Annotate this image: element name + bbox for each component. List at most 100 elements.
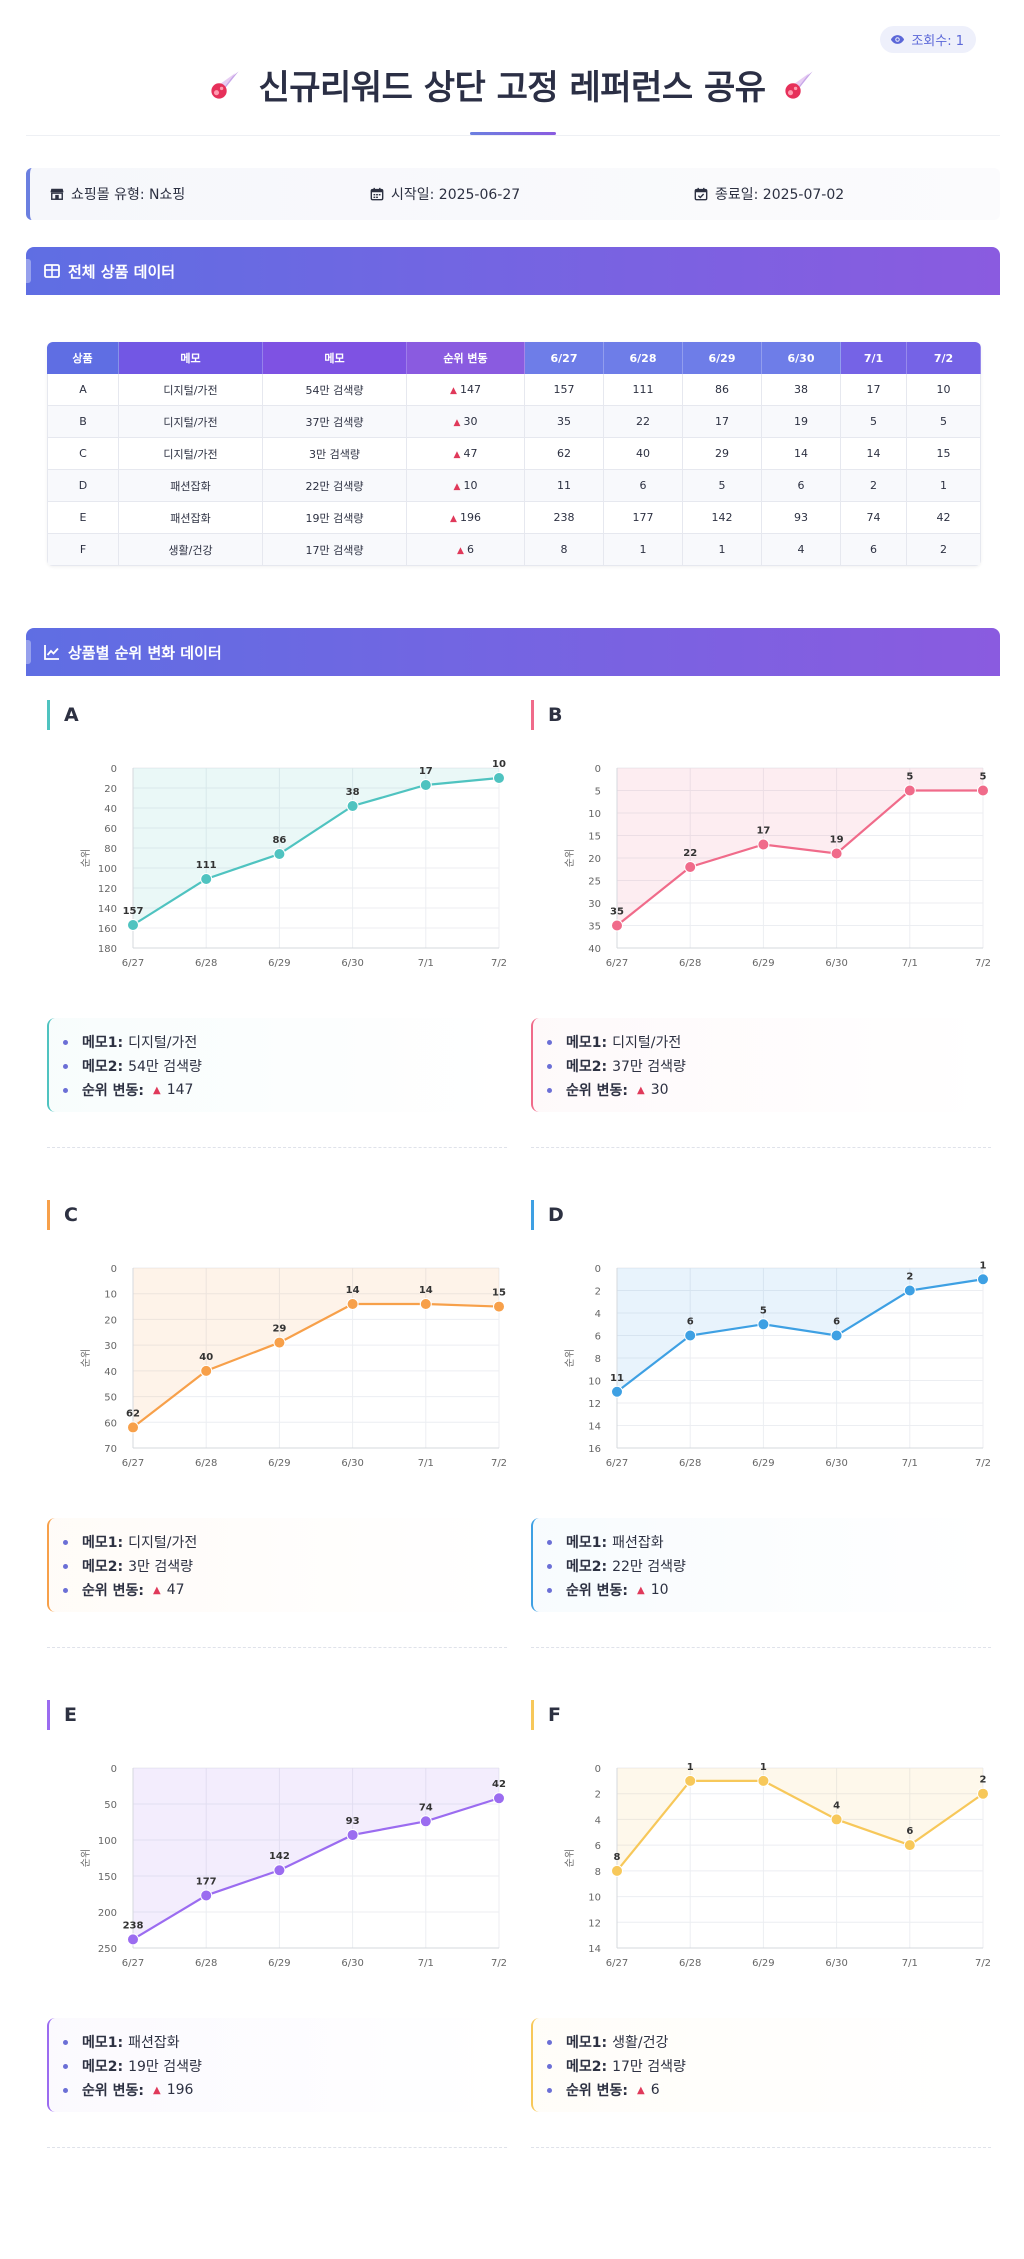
data-point [493, 1792, 505, 1805]
rank-line-chart: 0 50 100 150 200 250 6/27 6/28 6/29 6/30 7/1 7/2 순위 2… [79, 1764, 507, 1969]
data-label: 6 [906, 1826, 913, 1837]
y-tick-label: 35 [588, 922, 601, 933]
table-header-cell: 6/28 [604, 342, 683, 374]
bullet-dot [547, 1539, 552, 1545]
rank-change-cell: ▲ 10 [407, 470, 525, 502]
data-label: 111 [196, 860, 217, 871]
memo-key: 메모2: [82, 1559, 124, 1575]
memo-key: 메모1: [566, 2035, 608, 2051]
table-cell: 37만 검색량 [263, 406, 407, 438]
table-cell: 4 [762, 534, 841, 566]
table-header-cell: 순위 변동 [407, 342, 525, 374]
y-tick-label: 10 [588, 1377, 601, 1388]
data-point [684, 1329, 697, 1342]
memo-box: 메모1: 디지털/가전 메모2: 54만 검색량 순위 변동: ▲ 147 [47, 1018, 507, 1112]
data-point [200, 1364, 213, 1377]
table-cell: D [47, 470, 119, 502]
data-point [493, 772, 505, 784]
data-label: 14 [419, 1285, 433, 1296]
x-tick-label: 6/27 [122, 958, 144, 969]
memo1-line: 메모1: 디지털/가전 [63, 1030, 507, 1054]
data-label: 35 [610, 907, 624, 918]
y-tick-label: 6 [595, 1332, 601, 1343]
bullet-dot [63, 1563, 68, 1569]
data-point [493, 1300, 505, 1313]
chart-title: F [531, 1700, 561, 1730]
data-label: 5 [906, 772, 913, 783]
memo-key: 순위 변동: [82, 1583, 144, 1599]
chart-title: D [531, 1200, 564, 1230]
table-row: B 디지털/가전 37만 검색량 ▲ 30 35 22 17 19 5 5 [47, 406, 981, 438]
start-date: 시작일: 2025-06-27 [370, 184, 520, 204]
x-tick-label: 6/27 [122, 1958, 144, 1969]
table-cell: 3만 검색량 [263, 438, 407, 470]
data-label: 142 [269, 1851, 290, 1862]
table-header-cell: 메모 [263, 342, 407, 374]
y-tick-label: 250 [98, 1944, 117, 1955]
x-tick-label: 7/1 [902, 1958, 918, 1969]
data-label: 157 [123, 906, 144, 917]
memo1-line: 메모1: 패션잡화 [547, 1530, 991, 1554]
table-cell: 86 [683, 374, 762, 406]
data-point [757, 1774, 770, 1787]
data-point [684, 861, 697, 873]
x-tick-label: 6/29 [268, 958, 290, 969]
y-tick-label: 8 [595, 1867, 601, 1878]
rank-change-value: 196 [459, 511, 481, 524]
rank-change-line: 순위 변동: ▲ 196 [63, 2078, 507, 2102]
memo1-line: 메모1: 패션잡화 [63, 2030, 507, 2054]
memo2-line: 메모2: 22만 검색량 [547, 1554, 991, 1578]
page-title: 신규리워드 상단 고정 레퍼런스 공유 [208, 60, 815, 109]
data-point [830, 1813, 843, 1826]
bullet-dot [63, 1087, 68, 1093]
memo-box: 메모1: 디지털/가전 메모2: 37만 검색량 순위 변동: ▲ 30 [531, 1018, 991, 1112]
data-point [419, 779, 432, 791]
eye-icon [891, 35, 905, 44]
data-label: 8 [614, 1852, 621, 1863]
table-cell: 93 [762, 502, 841, 534]
y-axis-label: 순위 [563, 1349, 576, 1367]
table-row: F 생활/건강 17만 검색량 ▲ 6 8 1 1 4 6 2 [47, 534, 981, 566]
bullet-dot [547, 1587, 552, 1593]
x-tick-label: 6/28 [679, 1958, 701, 1969]
y-axis-label: 순위 [563, 1849, 576, 1867]
memo-key: 메모2: [82, 2059, 124, 2075]
y-tick-label: 6 [595, 1841, 601, 1852]
x-tick-label: 7/1 [902, 958, 918, 969]
series-line [616, 1779, 984, 1872]
memo-value: 196 [166, 2082, 194, 2098]
y-tick-label: 4 [595, 1815, 601, 1826]
x-tick-label: 6/30 [825, 958, 847, 969]
memo-value: 3만 검색량 [128, 1559, 193, 1575]
table-header-cell: 메모 [119, 342, 263, 374]
memo-value: 생활/건강 [612, 2035, 669, 2051]
plot-area [133, 1268, 499, 1448]
rank-change-value: 47 [463, 447, 478, 460]
chart-title: A [47, 700, 79, 730]
views-count: 조회수: 1 [911, 34, 964, 49]
bullet-dot [63, 2063, 68, 2069]
memo1-line: 메모1: 디지털/가전 [63, 1530, 507, 1554]
table-cell: 22 [604, 406, 683, 438]
memo-key: 메모1: [566, 1535, 608, 1551]
x-tick-label: 7/2 [491, 1958, 507, 1969]
table-cell: 5 [683, 470, 762, 502]
table-header-cell: 7/1 [841, 342, 907, 374]
y-tick-label: 14 [588, 1422, 601, 1433]
page-title-text: 신규리워드 상단 고정 레퍼런스 공유 [258, 68, 766, 108]
y-axis-label: 순위 [79, 1849, 92, 1867]
data-label: 6 [687, 1317, 694, 1328]
calendar-check-icon [694, 187, 708, 201]
table-cell: 29 [683, 438, 762, 470]
x-tick-label: 7/2 [491, 1458, 507, 1469]
y-tick-label: 20 [104, 784, 117, 795]
mall-type: 쇼핑몰 유형: N쇼핑 [50, 184, 185, 204]
x-tick-label: 6/29 [268, 1458, 290, 1469]
y-tick-label: 160 [98, 924, 117, 935]
table-cell: 19만 검색량 [263, 502, 407, 534]
memo-box: 메모1: 디지털/가전 메모2: 3만 검색량 순위 변동: ▲ 47 [47, 1518, 507, 1612]
data-point [127, 919, 139, 931]
table-cell: 생활/건강 [119, 534, 263, 566]
memo-key: 메모2: [566, 1059, 608, 1075]
x-tick-label: 6/28 [195, 958, 217, 969]
